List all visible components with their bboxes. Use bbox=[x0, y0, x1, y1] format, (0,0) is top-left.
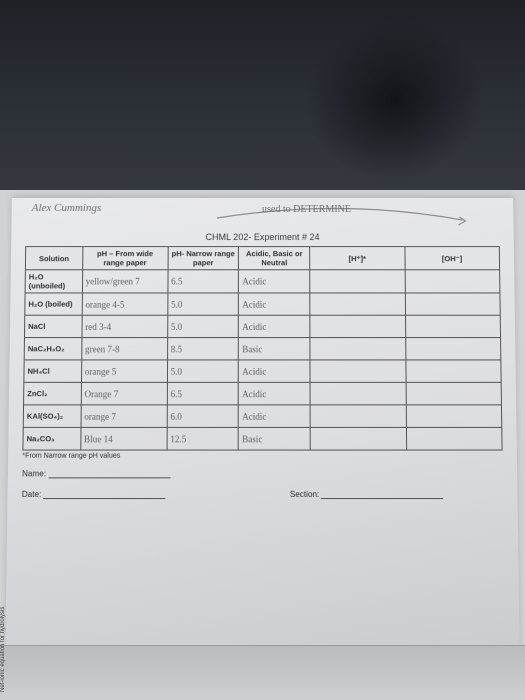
cell-wide: orange 5 bbox=[81, 360, 167, 382]
cell-h bbox=[310, 382, 406, 404]
name-label: Name: bbox=[22, 469, 46, 478]
cell-oh bbox=[405, 315, 500, 337]
table-header-row: Solution pH – From wide range paper pH- … bbox=[25, 247, 499, 270]
desk-surface: Alex Cummings used to DETERMINE CHML 202… bbox=[0, 190, 525, 662]
cell-oh bbox=[405, 338, 501, 360]
cell-abn: Acidic bbox=[239, 360, 311, 382]
cell-h bbox=[310, 338, 405, 360]
cell-oh bbox=[405, 293, 500, 315]
cell-h bbox=[310, 427, 406, 450]
spine-label: Net-ionic equation for hydrolysis bbox=[0, 607, 6, 692]
cell-narrow: 8.5 bbox=[167, 338, 239, 360]
col-header-h: [H⁺]* bbox=[310, 247, 405, 270]
cell-narrow: 5.0 bbox=[167, 293, 238, 315]
cell-solution: NH₄Cl bbox=[24, 360, 81, 382]
col-header-abn: Acidic, Basic or Neutral bbox=[239, 247, 310, 270]
table-row: H₂O (unboiled) yellow/green 7 6.5 Acidic bbox=[25, 270, 500, 293]
cell-wide: Orange 7 bbox=[81, 382, 167, 404]
data-table: Solution pH – From wide range paper pH- … bbox=[22, 246, 502, 450]
worksheet-paper: Alex Cummings used to DETERMINE CHML 202… bbox=[5, 198, 520, 662]
cell-abn: Acidic bbox=[239, 270, 310, 293]
col-header-oh: [OH⁻] bbox=[405, 247, 500, 270]
col-header-wide: pH – From wide range paper bbox=[82, 247, 167, 270]
paper-stack-bottom: Net-ionic equation for hydrolysis bbox=[0, 645, 525, 700]
cell-wide: green 7-8 bbox=[81, 338, 167, 360]
cell-abn: Acidic bbox=[239, 405, 311, 428]
cell-wide: orange 7 bbox=[81, 405, 167, 428]
section-label: Section: bbox=[290, 490, 319, 499]
cell-solution: H₂O (unboiled) bbox=[25, 270, 82, 293]
cell-solution: ZnCl₂ bbox=[24, 382, 82, 404]
table-row: Na₂CO₃ Blue 14 12.5 Basic bbox=[23, 427, 502, 450]
cell-oh bbox=[406, 405, 502, 428]
cell-h bbox=[310, 405, 406, 428]
table-row: NaC₂H₃O₂ green 7-8 8.5 Basic bbox=[24, 338, 501, 360]
cell-wide: yellow/green 7 bbox=[82, 270, 168, 293]
cell-h bbox=[310, 315, 405, 337]
cell-h bbox=[310, 360, 406, 382]
section-line bbox=[321, 489, 443, 499]
cell-oh bbox=[405, 360, 501, 382]
table-row: KAl(SO₄)₂ orange 7 6.0 Acidic bbox=[23, 405, 502, 428]
name-line bbox=[48, 468, 170, 478]
course-header: CHML 202- Experiment # 24 bbox=[25, 232, 499, 242]
cell-abn: Basic bbox=[239, 338, 310, 360]
cell-narrow: 5.0 bbox=[167, 315, 238, 337]
cell-narrow: 12.5 bbox=[167, 427, 239, 450]
col-header-solution: Solution bbox=[25, 247, 82, 270]
cell-abn: Acidic bbox=[239, 315, 310, 337]
cell-abn: Acidic bbox=[239, 293, 310, 315]
cell-abn: Basic bbox=[239, 427, 311, 450]
cell-solution: NaCl bbox=[24, 315, 81, 337]
table-row: NaCl red 3-4 5.0 Acidic bbox=[24, 315, 500, 337]
cell-solution: NaC₂H₃O₂ bbox=[24, 338, 81, 360]
handwritten-student-name: Alex Cummings bbox=[32, 202, 102, 214]
cell-narrow: 5.0 bbox=[167, 360, 239, 382]
cell-oh bbox=[406, 427, 502, 450]
date-line bbox=[43, 489, 165, 499]
background-dark-area bbox=[0, 0, 525, 190]
cell-narrow: 6.5 bbox=[168, 270, 239, 293]
cell-wide: orange 4-5 bbox=[82, 293, 168, 315]
table-row: ZnCl₂ Orange 7 6.5 Acidic bbox=[24, 382, 502, 404]
cell-wide: Blue 14 bbox=[80, 427, 166, 450]
fill-in-section: Name: Date: Section: bbox=[22, 468, 504, 499]
table-row: H₂O (boiled) orange 4-5 5.0 Acidic bbox=[25, 293, 500, 315]
date-label: Date: bbox=[22, 490, 42, 499]
cell-solution: H₂O (boiled) bbox=[25, 293, 82, 315]
cell-abn: Acidic bbox=[239, 382, 311, 404]
cell-h bbox=[310, 293, 405, 315]
cell-oh bbox=[405, 270, 500, 293]
cell-narrow: 6.5 bbox=[167, 382, 239, 404]
table-footnote: *From Narrow range pH values bbox=[22, 453, 502, 460]
table-row: NH₄Cl orange 5 5.0 Acidic bbox=[24, 360, 501, 382]
cell-solution: KAl(SO₄)₂ bbox=[23, 405, 81, 428]
cell-wide: red 3-4 bbox=[82, 315, 168, 337]
table-body: H₂O (unboiled) yellow/green 7 6.5 Acidic… bbox=[23, 270, 502, 450]
cell-oh bbox=[406, 382, 502, 404]
cell-h bbox=[310, 270, 405, 293]
handwritten-note-used-to: used to DETERMINE bbox=[262, 204, 351, 215]
col-header-narrow: pH- Narrow range paper bbox=[168, 247, 239, 270]
cell-narrow: 6.0 bbox=[167, 405, 239, 428]
cell-solution: Na₂CO₃ bbox=[23, 427, 81, 450]
